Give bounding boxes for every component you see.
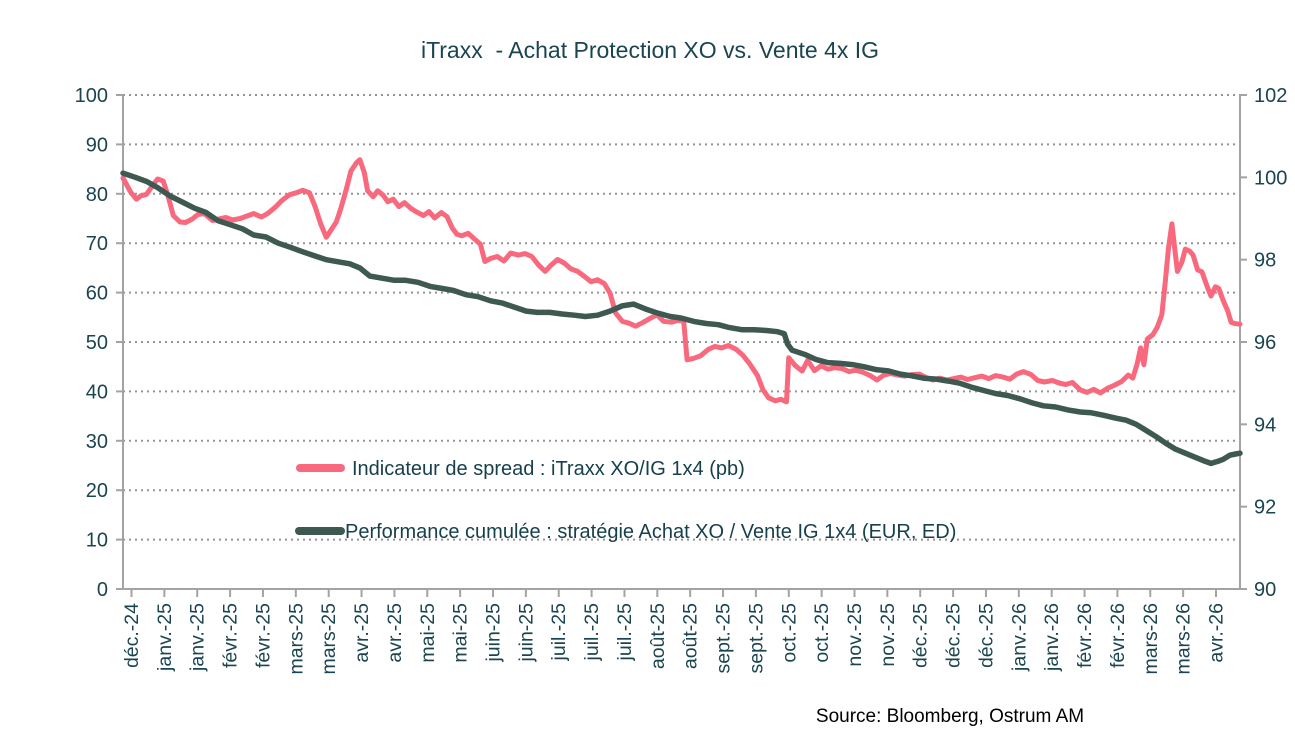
x-axis-tick-label: mars-26 [1173,603,1195,675]
x-axis-tick-label: mars-26 [1140,603,1162,675]
x-axis-tick-label: mars-25 [318,603,340,675]
spread-series-line [120,157,1243,405]
x-axis-tick-label: oct.-25 [811,603,833,663]
left-axis-tick-label: 90 [86,134,108,156]
x-axis-tick-label: déc.-25 [975,603,997,668]
right-axis-tick-label: 94 [1254,414,1276,436]
gridlines-group [123,94,1240,541]
x-axis-tick-label: oct.-25 [778,603,800,663]
left-axis-tick-label: 60 [86,283,108,305]
right-axis-tick-label: 100 [1254,167,1287,189]
x-axis-tick-label: mai-25 [417,603,439,663]
x-axis-tick-label: févr.-26 [1107,603,1129,668]
chart-title: iTraxx - Achat Protection XO vs. Vente 4… [421,37,879,63]
right-axis-tick-label: 98 [1254,250,1276,272]
right-axis-tick-label: 90 [1254,579,1276,601]
left-axis-tick-label: 20 [86,480,108,502]
right-axis-tick-label: 96 [1254,332,1276,354]
x-axis-tick-label: févr.-25 [220,603,242,668]
right-axis-tick-label: 102 [1254,85,1287,107]
x-axis-tick-label: janv.-26 [1041,603,1063,672]
x-axis-tick-label: févr.-26 [1074,603,1096,668]
left-axis-tick-label: 30 [86,431,108,453]
x-axis-tick-label: août-25 [680,603,702,669]
legend-label-performance: Performance cumulée : stratégie Achat XO… [345,521,956,543]
x-axis-tick-label: janv.-25 [154,603,176,672]
left-axis-tick-label: 70 [86,233,108,255]
x-axis-tick-label: juin-25 [483,603,505,663]
axes-and-ticks-group: 0 10 20 30 40 50 60 70 80 90 100 90 92 94 96 98 100 102 dé… [75,85,1288,675]
x-axis-tick-label: sept.-25 [745,603,767,674]
x-axis-tick-label: juin-25 [515,603,537,663]
legend-label-spread: Indicateur de spread : iTraxx XO/IG 1x4 … [352,458,745,480]
x-axis-tick-label: juil.-25 [614,603,636,662]
legend: Indicateur de spread : iTraxx XO/IG 1x4 … [295,458,956,543]
x-axis-tick-label: mars-25 [285,603,307,675]
x-axis-tick-label: août-25 [647,603,669,669]
x-axis-tick-label: avr.-25 [384,603,406,663]
x-axis-tick-label: nov.-25 [844,603,866,667]
x-axis-tick-label: juil.-25 [581,603,603,662]
x-axis-tick-label: avr.-25 [351,603,373,663]
left-axis-tick-label: 80 [86,184,108,206]
left-axis-tick-label: 0 [97,579,108,601]
x-axis-tick-label: févr.-25 [252,603,274,668]
performance-series-line [120,170,1243,467]
x-axis-tick-label: janv.-26 [1008,603,1030,672]
x-axis-tick-label: déc.-24 [121,603,143,668]
x-axis-tick-label: mai-25 [450,603,472,663]
x-axis-tick-label: déc.-25 [943,603,965,668]
x-axis-tick-label: déc.-25 [910,603,932,668]
right-axis-tick-label: 92 [1254,497,1276,519]
x-axis-tick-label: avr.-26 [1206,603,1228,663]
x-axis-tick-label: sept.-25 [713,603,735,674]
left-axis-tick-label: 40 [86,381,108,403]
x-axis-tick-label: janv.-25 [187,603,209,672]
left-axis-tick-label: 100 [75,85,108,107]
series-group [120,157,1243,467]
x-axis-tick-label: juil.-25 [548,603,570,662]
left-axis-tick-label: 50 [86,332,108,354]
x-axis-tick-label: nov.-25 [877,603,899,667]
left-axis-tick-label: 10 [86,530,108,552]
source-note: Source: Bloomberg, Ostrum AM [816,706,1084,727]
